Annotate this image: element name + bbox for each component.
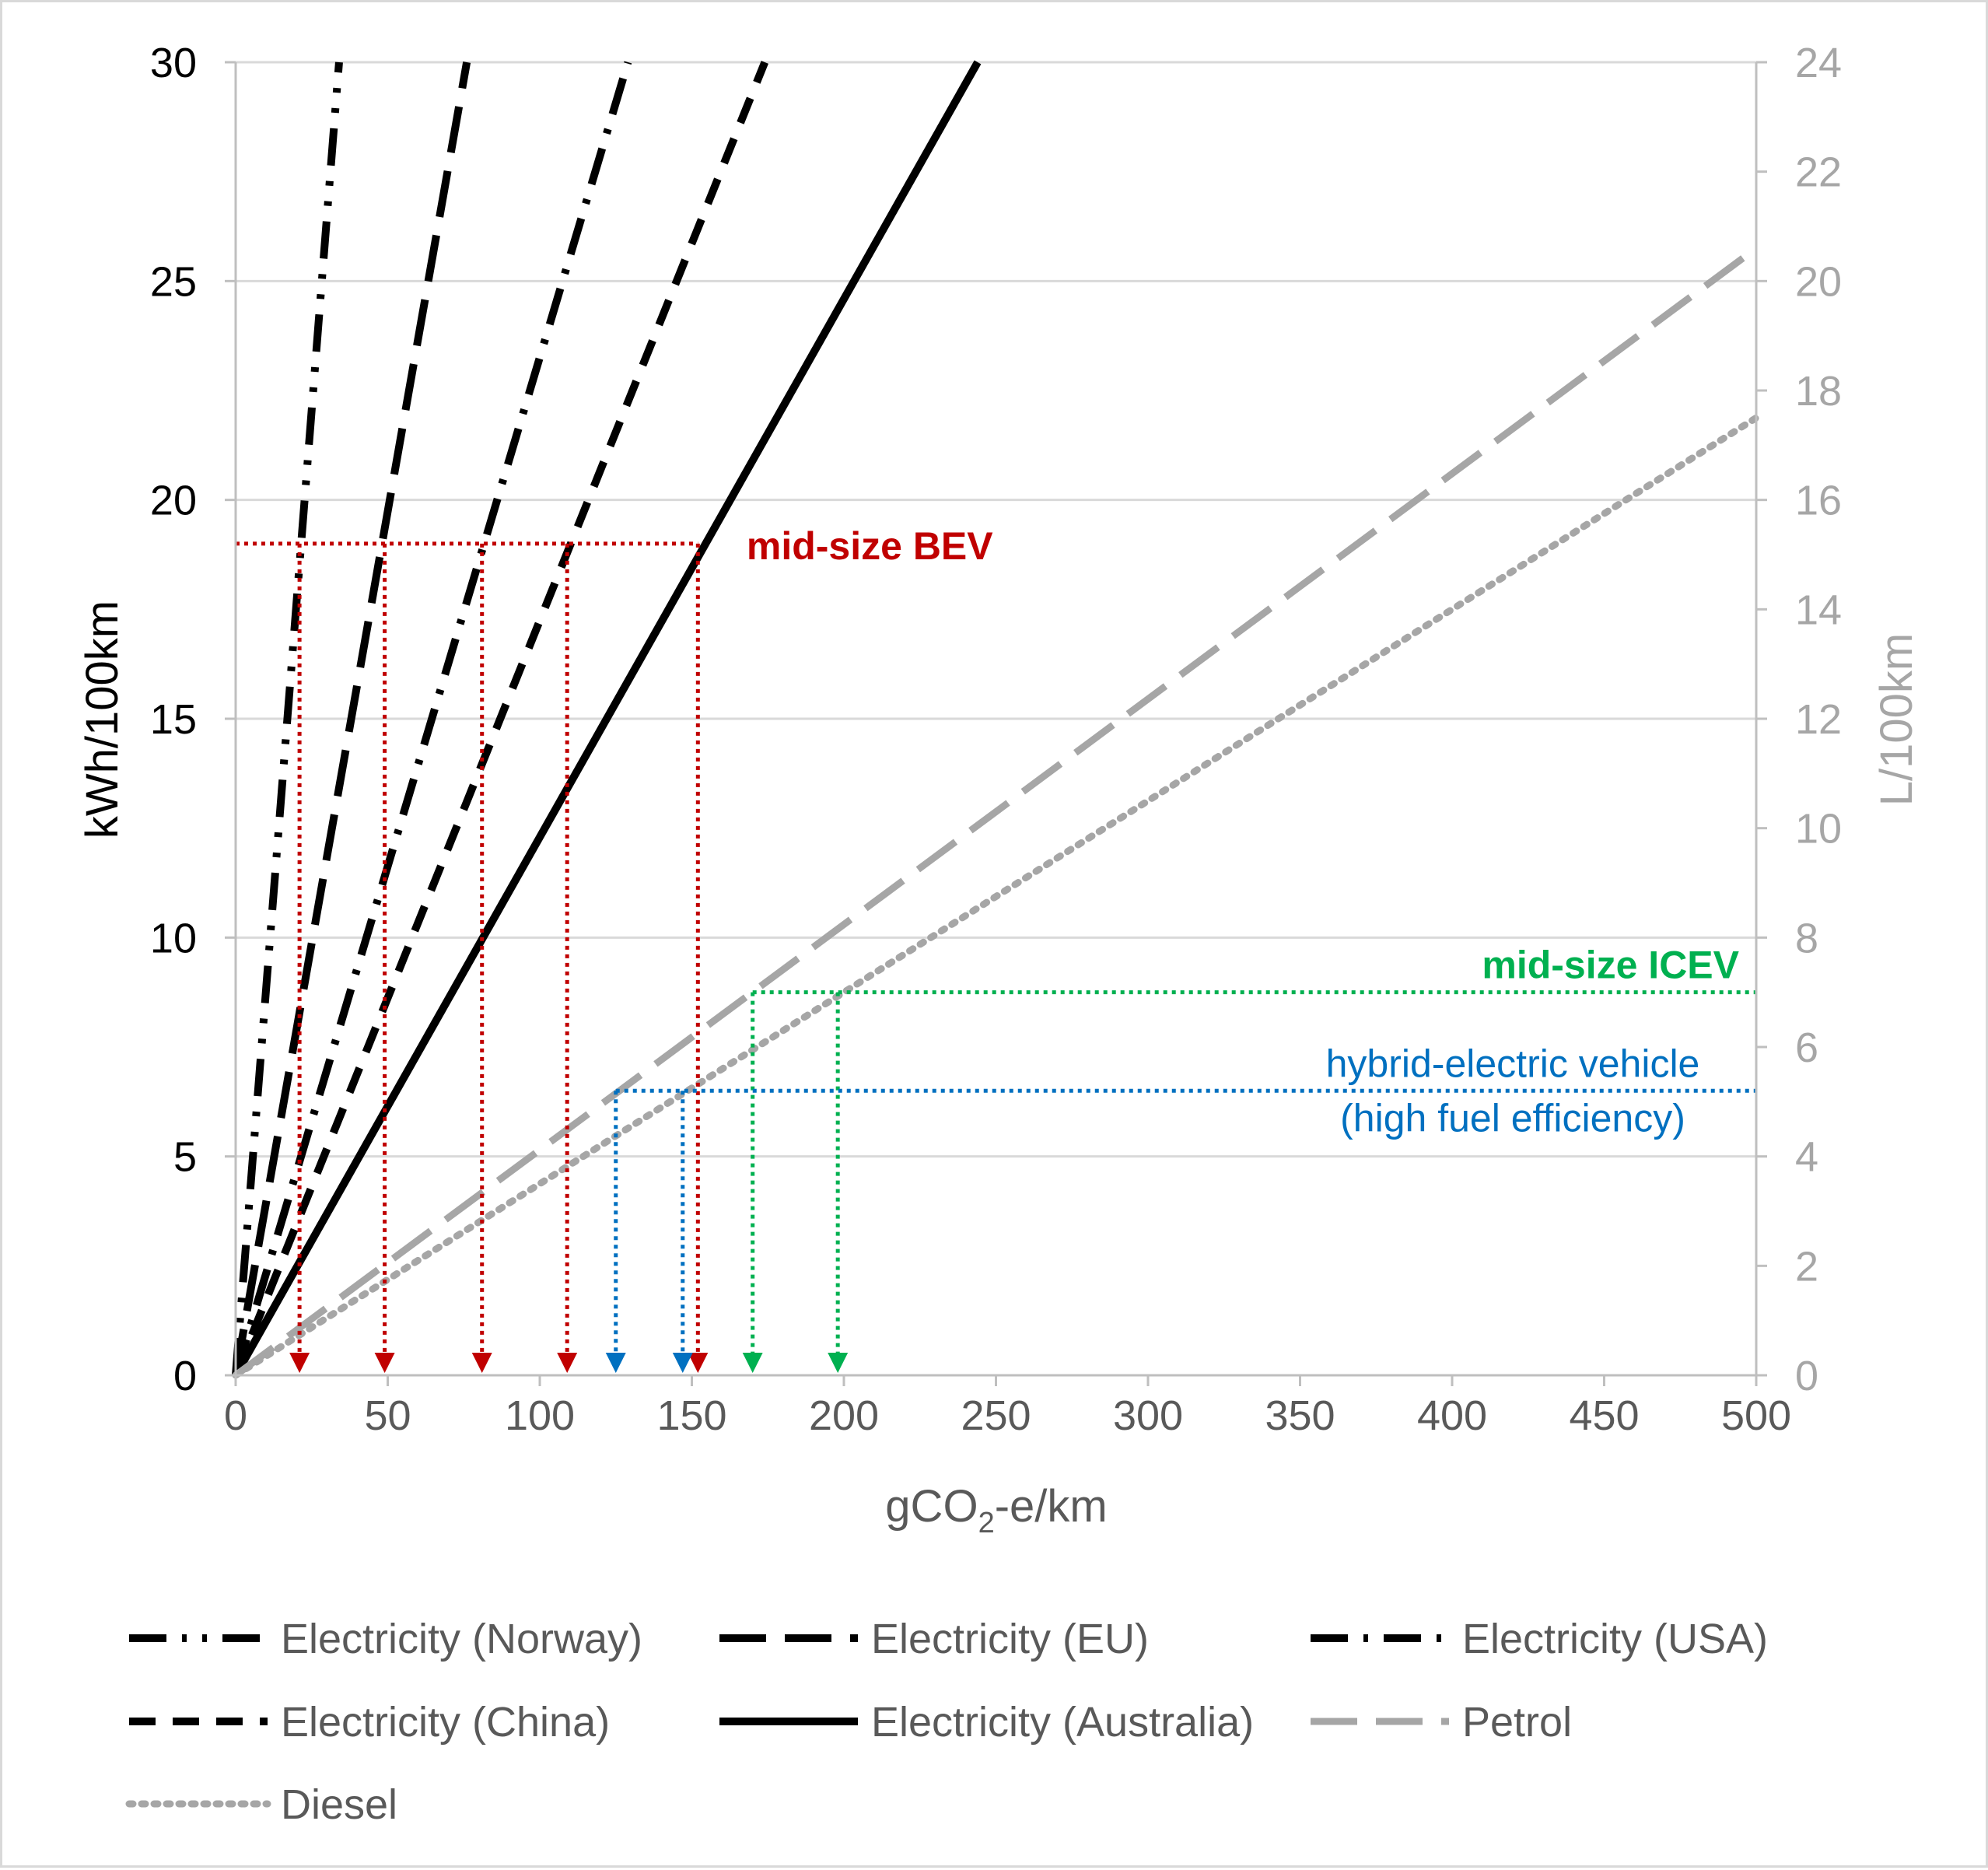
y-left-tick-label-6: 30 [150, 40, 197, 86]
legend-label-petrol: Petrol [1462, 1699, 1572, 1746]
annotations: mid-size BEV mid-size ICEV hybrid-electric… [236, 524, 1756, 1373]
y-right-tick-label-10: 20 [1795, 258, 1842, 305]
x-tick-label-1: 50 [364, 1392, 411, 1439]
annotation-arrow-mid-size-bev-1 [374, 1353, 395, 1373]
annotation-arrow-hybrid-electric-vehicle-1 [672, 1353, 693, 1373]
y-left-tick-label-3: 15 [150, 696, 197, 743]
annotation-arrow-mid-size-bev-2 [471, 1353, 492, 1373]
annotation-label-hybrid-electric-vehicle: hybrid-electric vehicle [1326, 1042, 1700, 1085]
y-right-tick-label-3: 6 [1795, 1024, 1818, 1071]
legend-label-electricity-eu: Electricity (EU) [871, 1616, 1149, 1662]
y-right-tick-label-0: 0 [1795, 1353, 1818, 1399]
y-right-tick-label-8: 16 [1795, 478, 1842, 524]
tick-labels: 0 50 100 150 200 250 300 350 400 450 5000510152025… [150, 40, 1842, 1439]
y-right-tick-label-12: 24 [1795, 40, 1842, 86]
y-axis-right-title: L/100km [1871, 633, 1922, 806]
y-left-tick-label-5: 25 [150, 258, 197, 305]
x-axis-title-rest: -e/km [995, 1481, 1108, 1532]
series-line-electricity-eu [232, 61, 471, 1376]
x-axis-title-main: gCO [885, 1481, 978, 1532]
x-tick-label-2: 100 [505, 1392, 575, 1439]
series-line-petrol [233, 245, 1759, 1378]
annotation-arrow-mid-size-bev-4 [688, 1353, 709, 1373]
y-left-tick-label-0: 0 [173, 1353, 197, 1399]
axes [225, 61, 1767, 1386]
legend-label-electricity-china: Electricity (China) [281, 1699, 610, 1746]
x-tick-label-10: 500 [1721, 1392, 1791, 1439]
legend-label-electricity-usa: Electricity (USA) [1462, 1616, 1768, 1662]
x-tick-label-4: 200 [809, 1392, 879, 1439]
annotation-arrow-mid-size-icev-1 [828, 1353, 849, 1373]
series-lines [232, 60, 1760, 1379]
y-right-tick-label-1: 2 [1795, 1243, 1818, 1290]
x-axis-title-sub: 2 [978, 1507, 995, 1539]
annotation-arrow-mid-size-bev-3 [557, 1353, 578, 1373]
series-line-electricity-china [232, 61, 768, 1377]
y-right-tick-label-11: 22 [1795, 149, 1842, 196]
y-left-tick-label-2: 10 [150, 915, 197, 961]
x-tick-label-8: 400 [1417, 1392, 1487, 1439]
annotation-label-mid-size-icev: mid-size ICEV [1482, 944, 1739, 987]
x-tick-label-5: 250 [961, 1392, 1031, 1439]
series-line-electricity-australia [232, 60, 982, 1378]
x-tick-label-6: 300 [1113, 1392, 1183, 1439]
y-right-tick-label-9: 18 [1795, 368, 1842, 415]
legend-label-diesel: Diesel [281, 1781, 397, 1828]
annotation-arrow-hybrid-electric-vehicle-0 [605, 1353, 626, 1373]
series-line-diesel [232, 414, 1760, 1379]
x-tick-label-3: 150 [656, 1392, 726, 1439]
y-right-tick-label-2: 4 [1795, 1134, 1818, 1181]
y-right-tick-label-7: 14 [1795, 587, 1842, 633]
y-right-tick-label-6: 12 [1795, 696, 1842, 743]
annotation-label-mid-size-bev: mid-size BEV [747, 524, 993, 568]
y-axis-left-title: kWh/100km [77, 601, 128, 839]
series-line-electricity-usa [232, 61, 632, 1377]
annotation-arrow-mid-size-bev-0 [289, 1353, 310, 1373]
y-left-tick-label-4: 20 [150, 478, 197, 524]
gridlines [236, 61, 1756, 1158]
x-axis-title: gCO2-e/km [885, 1481, 1107, 1539]
x-tick-label-9: 450 [1569, 1392, 1639, 1439]
x-tick-label-7: 350 [1265, 1392, 1335, 1439]
legend-label-electricity-australia: Electricity (Australia) [871, 1699, 1254, 1746]
y-right-tick-label-4: 8 [1795, 915, 1818, 961]
annotation-label-hybrid-electric-vehicle-line2: (high fuel efficiency) [1340, 1096, 1685, 1140]
annotation-arrow-mid-size-icev-0 [742, 1353, 763, 1373]
y-right-tick-label-5: 10 [1795, 806, 1842, 853]
x-tick-label-0: 0 [224, 1392, 247, 1439]
y-left-tick-label-1: 5 [173, 1134, 197, 1181]
series-line-electricity-norway [232, 61, 343, 1376]
legend-label-electricity-norway: Electricity (Norway) [281, 1616, 642, 1662]
legend: Electricity (Norway) Electricity (EU) Elec… [125, 1616, 1768, 1828]
